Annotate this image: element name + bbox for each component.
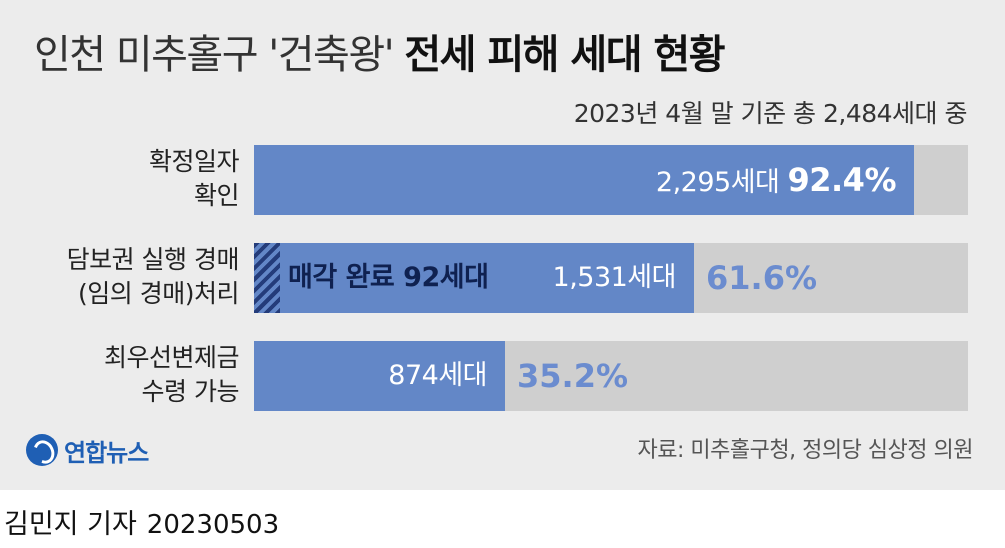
bar-count-label-3: 874세대 [388,360,487,391]
publish-date: 20230503 [146,510,280,540]
chart-subtitle: 2023년 4월 말 기준 총 2,484세대 중 [573,99,968,128]
bar-count-label-1: 2,295세대 [655,167,780,198]
row-label-1-line-1: 확정일자 [148,147,240,176]
bar-track-3: 874세대 35.2% [254,341,968,411]
bar-percent-label-3: 35.2% [517,357,629,395]
bar-track-2: 매각 완료 92세대 1,531세대 61.6% [254,243,968,313]
yonhap-logo-icon [26,434,58,466]
bar-percent-label-2: 61.6% [706,259,818,297]
row-label-1: 확정일자 확인 [9,145,240,213]
title-bold: 전세 피해 세대 현황 [404,32,725,78]
row-label-3-line-1: 최우선변제금 [103,343,240,372]
bar-hatch-sold [254,243,280,313]
chart-panel: 인천 미추홀구 '건축왕' 전세 피해 세대 현황 2023년 4월 말 기준 … [0,0,1005,490]
source-note: 자료: 미추홀구청, 정의당 심상정 의원 [637,438,974,463]
bar-sub-label-sold: 매각 완료 92세대 [288,262,489,293]
row-label-2-line-2: (임의 경매)처리 [78,279,239,308]
logo-text: 연합뉴스 [64,438,149,467]
row-label-3: 최우선변제금 수령 가능 [9,341,240,409]
row-label-2: 담보권 실행 경매 (임의 경매)처리 [9,243,240,311]
bar-fill-1 [254,145,914,215]
yonhap-logo: 연합뉴스 [26,430,149,470]
bar-percent-label-1: 92.4% [787,161,896,199]
byline: 김민지 기자 20230503 [4,502,279,541]
bar-count-label-2: 1,531세대 [552,262,677,293]
bar-fill-2 [254,243,694,313]
bar-track-1: 2,295세대 92.4% [254,145,968,215]
bar-inner-label-1: 2,295세대 92.4% [655,145,897,215]
row-label-3-line-2: 수령 가능 [141,377,240,406]
row-label-1-line-2: 확인 [193,181,240,210]
row-label-2-line-1: 담보권 실행 경매 [66,245,240,274]
reporter-name: 김민지 기자 [4,509,137,540]
chart-title: 인천 미추홀구 '건축왕' 전세 피해 세대 현황 [34,22,726,80]
title-light: 인천 미추홀구 '건축왕' [34,32,395,78]
bar-fill-3 [254,341,505,411]
